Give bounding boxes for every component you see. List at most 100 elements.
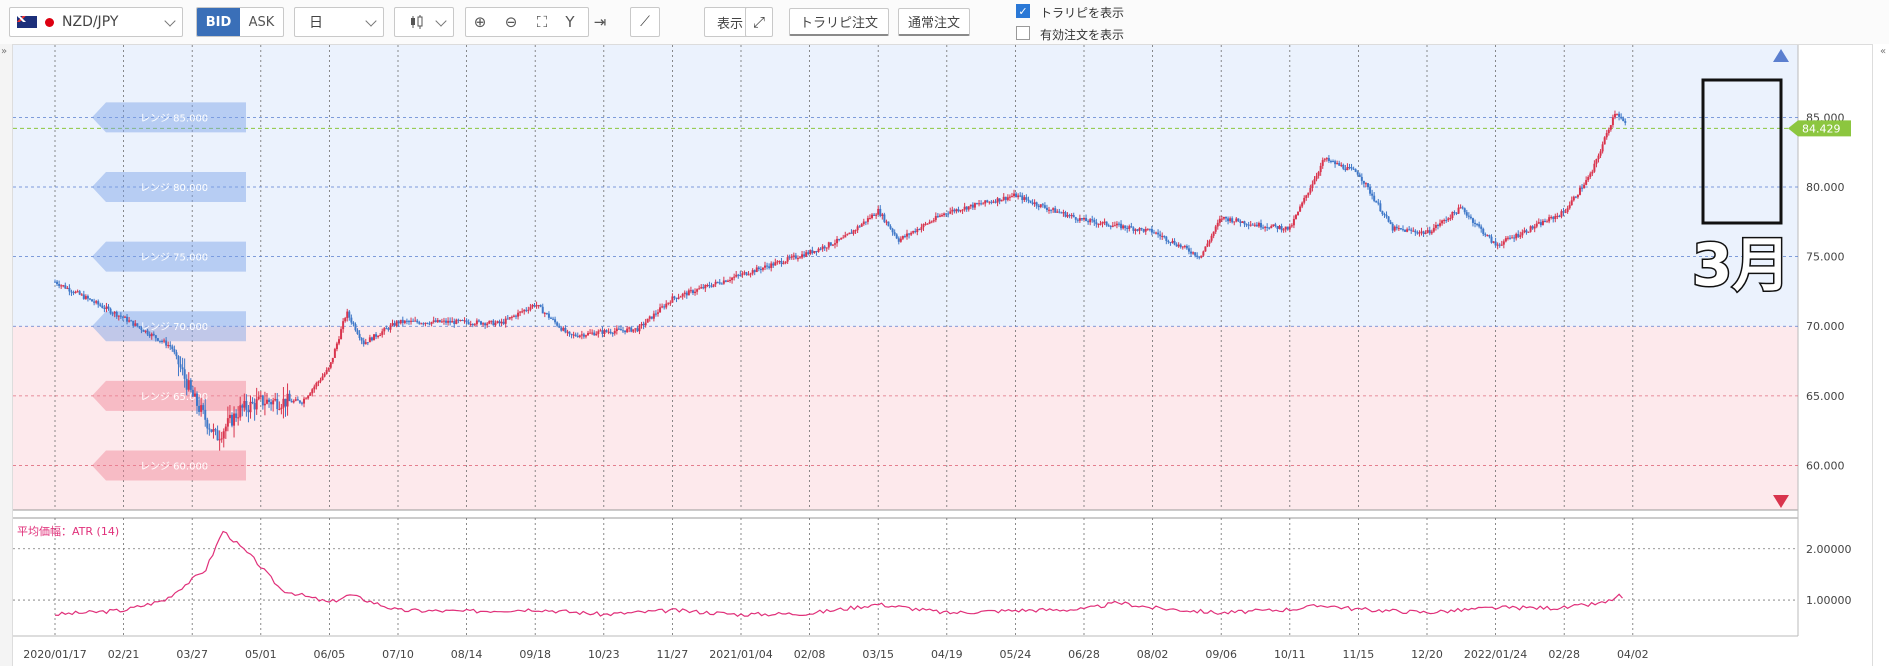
candle-body (393, 323, 396, 326)
candle-body (1521, 232, 1524, 236)
show-active-checkbox[interactable] (1016, 26, 1030, 40)
candle-body (1576, 194, 1579, 198)
candle-body (1004, 196, 1007, 200)
candle-body (708, 285, 711, 287)
candle-body (757, 267, 760, 270)
candle-body (370, 337, 373, 341)
candle-body (158, 340, 161, 342)
chart-type-select[interactable] (394, 7, 454, 37)
candle-body (91, 299, 94, 302)
candle-body (984, 200, 987, 204)
candle-body (1500, 244, 1503, 246)
candle-body (1155, 232, 1158, 234)
fullscreen-button[interactable]: ⤢ (745, 7, 773, 37)
expand-left-icon[interactable]: » (1, 46, 8, 57)
candle-body (274, 398, 277, 401)
normal-order-button[interactable]: 通常注文 (898, 8, 970, 36)
candle-body (533, 304, 536, 306)
candle-body (764, 265, 767, 268)
candle-body (1173, 240, 1176, 245)
atr-tick-label: 2.00000 (1806, 543, 1852, 556)
candle-body (1494, 241, 1497, 246)
candle-body (1218, 218, 1221, 223)
x-tick-label: 02/28 (1548, 648, 1580, 661)
candle-body (1266, 226, 1269, 228)
candle-body (1488, 235, 1491, 237)
candle-body (1037, 205, 1040, 208)
x-tick-label: 02/08 (794, 648, 826, 661)
candle-body (156, 338, 159, 341)
bid-button[interactable]: BID (197, 8, 240, 36)
candle-body (636, 328, 639, 332)
candle-body (375, 334, 378, 337)
candle-body (1115, 223, 1118, 226)
scroll-end-icon[interactable]: ⇥ (593, 13, 607, 31)
candle-body (1492, 241, 1495, 243)
candle-body (807, 252, 810, 255)
candle-body (922, 224, 925, 228)
candle-body (185, 378, 188, 390)
candle-body (183, 369, 186, 379)
candle-body (790, 256, 793, 258)
candle-body (486, 323, 489, 326)
range-label-text: レンジ 65.000 (140, 392, 208, 403)
candle-body (694, 291, 697, 294)
candle-body (996, 198, 999, 203)
candle-body (498, 321, 501, 324)
candle-body (846, 234, 849, 236)
candle-body (245, 401, 248, 410)
candle-body (68, 287, 71, 292)
candle-body (951, 209, 954, 212)
candle-body (368, 337, 371, 343)
candle-body (973, 203, 976, 208)
candle-body (1537, 222, 1540, 224)
fit-icon[interactable]: ⛶ (536, 13, 548, 31)
candle-body (1309, 188, 1312, 193)
candle-body (187, 380, 190, 390)
range-label-tag (92, 102, 246, 133)
candle-body (350, 317, 353, 323)
candle-body (786, 257, 789, 262)
candle-body (525, 309, 528, 311)
candle-body (887, 221, 890, 227)
candle-body (1568, 205, 1571, 209)
candle-body (144, 330, 147, 332)
candle-body (1436, 224, 1439, 226)
candle-body (959, 210, 962, 212)
candle-body (372, 334, 375, 341)
candle-body (319, 380, 322, 382)
candle-body (866, 218, 869, 222)
candle-body (1225, 216, 1228, 219)
candle-body (76, 291, 79, 293)
indicator-button[interactable]: ⟋ (630, 7, 660, 37)
trap-order-button[interactable]: トラリピ注文 (789, 8, 889, 36)
candle-body (1408, 229, 1411, 231)
collapse-right-icon[interactable]: « (1880, 46, 1887, 57)
candle-body (712, 284, 715, 287)
candle-body (1072, 214, 1075, 218)
candle-body (309, 393, 312, 396)
right-panel-edge (1872, 44, 1889, 666)
timeframe-select[interactable]: 日 (294, 7, 384, 37)
candle-body (1373, 195, 1376, 201)
show-trap-checkbox[interactable]: ✓ (1016, 4, 1030, 18)
candle-body (1430, 231, 1433, 234)
candle-body (1058, 211, 1061, 213)
candle-body (747, 274, 750, 276)
candle-body (1486, 235, 1489, 237)
ask-button[interactable]: ASK (248, 14, 275, 30)
candle-body (689, 290, 692, 292)
zoom-out-icon[interactable]: ⊖ (504, 13, 518, 31)
zoom-in-icon[interactable]: ⊕ (473, 13, 487, 31)
candle-body (897, 238, 900, 242)
candle-body (233, 413, 236, 426)
candle-body (805, 252, 808, 257)
candle-body (467, 322, 470, 325)
candle-body (313, 386, 316, 390)
candle-body (1080, 218, 1083, 220)
candle-body (644, 322, 647, 326)
candle-body (1220, 218, 1223, 220)
y-lock-icon[interactable]: Y (565, 13, 575, 31)
currency-pair-select[interactable]: NZD/JPY (9, 7, 183, 37)
